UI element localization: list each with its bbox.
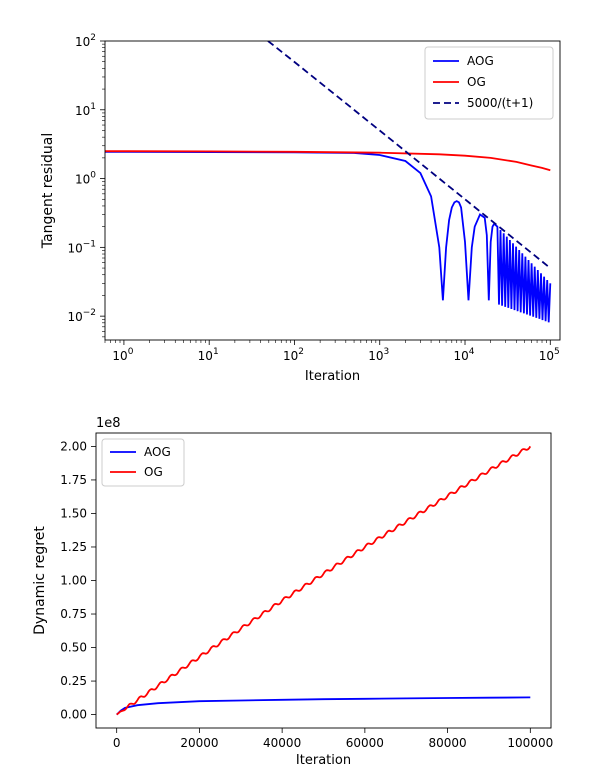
x-tick-label: 101 xyxy=(198,347,219,363)
y-tick-label: 100 xyxy=(75,171,96,187)
chart-dynamic-regret: AOG OG 0 20000 40000 60000 80000 100000 0.00 0.2… xyxy=(32,416,553,768)
legend-box xyxy=(101,438,185,487)
y-tick-label: 102 xyxy=(75,33,96,49)
y-tick-label: 1.50 xyxy=(60,506,87,520)
y-tick-label: 0.50 xyxy=(60,641,87,655)
y-axis-label: Tangent residual xyxy=(40,133,56,249)
legend-tangent-residual: AOG OG 5000/(t+1) xyxy=(424,46,554,120)
x-axis-label: Iteration xyxy=(296,753,351,768)
legend-label-aog: AOG xyxy=(467,54,494,68)
legend-dynamic-regret: AOG OG xyxy=(101,438,185,487)
x-tick-label: 20000 xyxy=(180,736,218,750)
y-tick-label: 0.25 xyxy=(60,674,87,688)
x-tick-label: 100 xyxy=(112,347,133,363)
chart-tangent-residual: AOG OG 5000/(t+1) 100 101 102 103 104 105 10−2 10… xyxy=(40,33,561,384)
x-tick-label: 80000 xyxy=(428,736,466,750)
y-axis-label: Dynamic regret xyxy=(32,526,48,635)
legend-label-og: OG xyxy=(467,75,486,89)
series-line-og xyxy=(105,150,551,172)
x-axis-label: Iteration xyxy=(305,369,360,384)
y-tick-label: 0.00 xyxy=(60,708,87,722)
y-tick-label: 1.25 xyxy=(60,540,87,554)
y-tick-label: 10−2 xyxy=(67,308,96,324)
y-offset-text: 1e8 xyxy=(96,416,121,431)
plot-frame-dynamic-regret xyxy=(95,432,552,729)
x-tick-label: 105 xyxy=(539,347,560,363)
y-tick-label: 0.75 xyxy=(60,607,87,621)
x-tick-label: 104 xyxy=(454,347,475,363)
y-tick-label: 1.00 xyxy=(60,574,87,588)
x-tick-label: 102 xyxy=(283,347,304,363)
legend-label-og: OG xyxy=(144,465,163,479)
series-line-5000-t-1 xyxy=(267,41,551,269)
x-tick-label: 60000 xyxy=(346,736,384,750)
x-tick-label: 103 xyxy=(368,347,389,363)
series-line-aog xyxy=(116,696,531,716)
y-tick-label: 1.75 xyxy=(60,473,87,487)
x-tick-label: 0 xyxy=(113,736,121,750)
y-tick-label: 2.00 xyxy=(60,439,87,453)
y-tick-label: 101 xyxy=(75,102,96,118)
x-tick-label: 100000 xyxy=(507,736,553,750)
series-line-aog xyxy=(105,150,552,323)
plot-frame-tangent-residual xyxy=(104,40,561,341)
legend-box xyxy=(424,46,554,120)
x-tick-label: 40000 xyxy=(263,736,301,750)
series-line-og xyxy=(116,445,532,716)
legend-label-aog: AOG xyxy=(144,445,171,459)
legend-label-5000-t-1: 5000/(t+1) xyxy=(467,96,533,110)
y-tick-label: 10−1 xyxy=(67,239,96,255)
